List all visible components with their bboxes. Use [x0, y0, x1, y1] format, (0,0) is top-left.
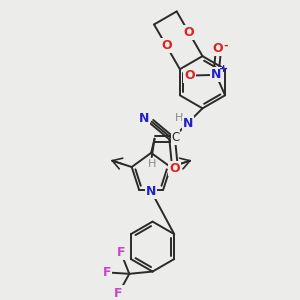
Text: N: N: [182, 117, 193, 130]
Text: N: N: [139, 112, 149, 125]
Text: O: O: [161, 39, 172, 52]
Text: F: F: [114, 287, 123, 300]
Text: H: H: [175, 113, 183, 123]
Text: N: N: [211, 68, 221, 81]
Text: O: O: [184, 26, 194, 39]
Text: N: N: [146, 185, 156, 198]
Text: O: O: [169, 162, 180, 175]
Text: F: F: [117, 246, 125, 259]
Text: F: F: [102, 266, 111, 279]
Text: H: H: [148, 159, 156, 169]
Text: O: O: [213, 42, 223, 55]
Text: -: -: [223, 41, 228, 51]
Text: +: +: [218, 64, 228, 74]
Text: C: C: [171, 131, 180, 144]
Text: O: O: [184, 69, 195, 82]
